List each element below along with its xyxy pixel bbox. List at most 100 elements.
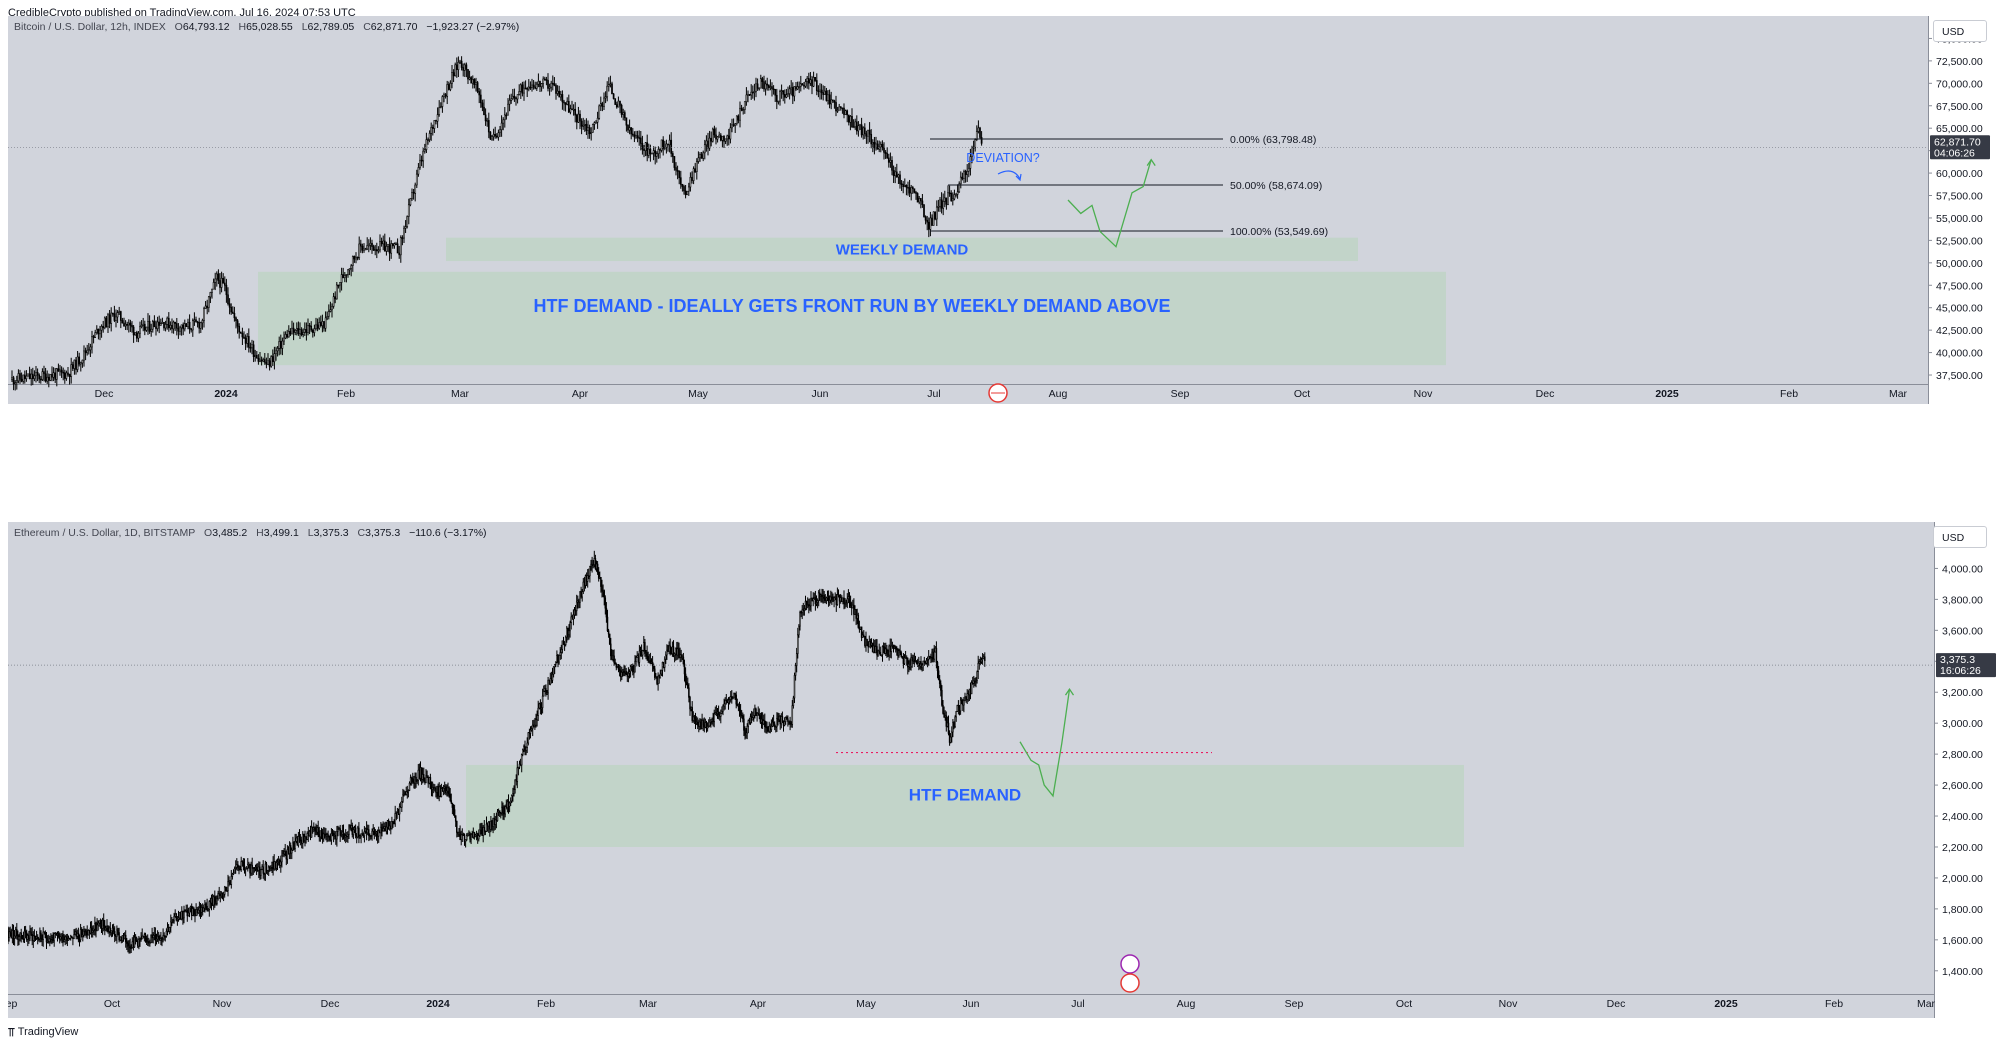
candle-body	[500, 122, 503, 131]
candle-body	[803, 84, 805, 87]
candle-body	[243, 336, 245, 339]
candle-body	[722, 705, 724, 712]
candle-body	[548, 86, 551, 89]
candle-body	[296, 837, 299, 846]
candle-body	[967, 167, 970, 172]
candle-body	[527, 732, 530, 744]
candle-body	[356, 256, 359, 259]
candle-body	[316, 827, 318, 833]
candle-body	[25, 375, 28, 380]
candle-body	[503, 114, 506, 121]
candle-body	[886, 153, 889, 159]
candle-body	[504, 806, 506, 815]
candle-body	[511, 95, 514, 100]
candle-body	[905, 657, 908, 659]
candle-body	[363, 831, 366, 837]
btc-low: 62,789.05	[307, 21, 355, 33]
candle-body	[402, 794, 404, 802]
candle-body	[831, 596, 833, 599]
candle-body	[937, 205, 940, 208]
candle-body	[164, 935, 167, 938]
candle-body	[607, 630, 610, 635]
candle-body	[655, 153, 658, 157]
candle-body	[351, 825, 354, 835]
candle-body	[425, 139, 428, 150]
candle-body	[119, 936, 121, 941]
candle-body	[979, 127, 981, 138]
candle-body	[519, 84, 522, 92]
candle-body	[797, 634, 799, 654]
price-tick-label: 3,000.00	[1942, 718, 1983, 730]
candle-body	[196, 321, 199, 324]
eth-chart-panel[interactable]: HTF DEMAND4,200.004,000.003,800.003,600.…	[8, 522, 2000, 1018]
candle-body	[837, 594, 840, 597]
candle-body	[182, 324, 185, 330]
candle-body	[822, 92, 825, 95]
candle-body	[41, 938, 43, 940]
candle-body	[942, 201, 945, 209]
candle-body	[839, 597, 842, 602]
candle-body	[259, 866, 261, 876]
candle-body	[159, 323, 162, 326]
time-tick-label: Mar	[1917, 998, 1936, 1010]
candle-body	[268, 360, 271, 367]
eth-chart-svg[interactable]: HTF DEMAND4,200.004,000.003,800.003,600.…	[8, 522, 2000, 1018]
candle-body	[297, 836, 300, 846]
time-tick-label: Aug	[1049, 388, 1068, 400]
candle-body	[31, 934, 33, 942]
candle-body	[179, 912, 182, 920]
candle-body	[24, 930, 27, 934]
candle-body	[753, 91, 756, 93]
candle-body	[955, 711, 957, 718]
candle-body	[138, 939, 140, 947]
candle-body	[58, 936, 61, 940]
candle-body	[951, 198, 954, 202]
candle-body	[406, 791, 409, 793]
candle-body	[314, 827, 316, 831]
candle-body	[723, 135, 725, 142]
candle-body	[636, 135, 639, 138]
candle-body	[561, 640, 564, 650]
footer-brand[interactable]: ⫪ TradingView	[8, 1022, 78, 1042]
candle-body	[510, 98, 513, 101]
candle-body	[811, 79, 813, 87]
candle-body	[627, 124, 629, 131]
candle-body	[937, 670, 940, 680]
candle-body	[231, 311, 234, 314]
candle-body	[49, 373, 52, 381]
candle-body	[174, 913, 176, 917]
candle-body	[219, 893, 222, 897]
candle-body	[153, 933, 156, 936]
candle-body	[549, 678, 552, 685]
candle-body	[574, 108, 577, 116]
candle-body	[239, 331, 242, 334]
candle-body	[670, 647, 673, 655]
candle-body	[361, 245, 364, 251]
candle-body	[186, 909, 189, 917]
candle-body	[39, 378, 42, 381]
candle-body	[204, 305, 207, 309]
candle-body	[622, 112, 625, 115]
candle-body	[546, 692, 548, 695]
candle-body	[980, 137, 983, 144]
candle-body	[876, 646, 878, 656]
candle-body	[112, 927, 115, 932]
eth-currency-button[interactable]: USD	[1933, 526, 1987, 548]
candle-body	[195, 319, 197, 323]
candle-body	[602, 590, 604, 592]
candle-body	[528, 732, 531, 734]
candle-body	[175, 323, 178, 329]
eth-low: 3,375.3	[313, 527, 349, 539]
time-tick-label: Nov	[213, 998, 232, 1010]
candle-body	[716, 136, 719, 140]
candle-body	[517, 766, 520, 769]
candle-body	[321, 321, 324, 326]
candle-body	[337, 284, 340, 287]
btc-currency-button[interactable]: USD	[1933, 20, 1987, 42]
candle-body	[76, 356, 79, 370]
price-tick-label: 40,000.00	[1936, 348, 1983, 360]
btc-chart-panel[interactable]: WEEKLY DEMAND HTF DEMAND - IDEALLY GETS F…	[8, 16, 2000, 404]
candle-body	[826, 595, 829, 599]
candle-body	[561, 94, 564, 103]
